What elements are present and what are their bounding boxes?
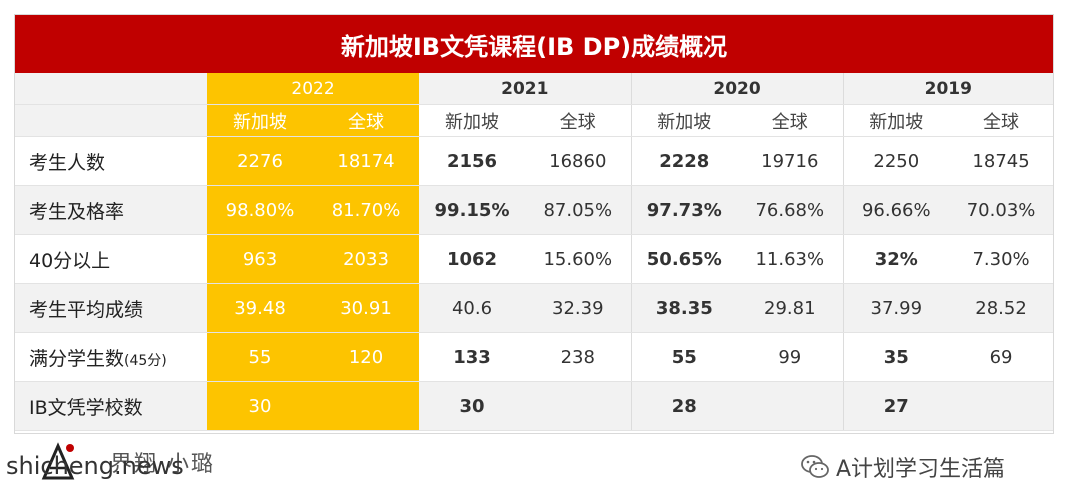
site-watermark: shicheng.news — [6, 452, 184, 480]
cell: 27 — [842, 381, 950, 431]
cell: 87.05% — [525, 185, 632, 235]
cell: 16860 — [525, 136, 632, 186]
cell: 1062 — [419, 234, 526, 284]
sub-sg: 新加坡 — [842, 104, 950, 137]
cell: 30 — [419, 381, 526, 431]
row-label: 满分学生数(45分) — [15, 332, 207, 382]
logo-mark-icon — [41, 442, 75, 480]
sub-global: 全球 — [313, 104, 420, 137]
cell: 99 — [737, 332, 844, 382]
year-header-2019: 2019 — [842, 73, 1054, 105]
cell: 28 — [630, 381, 738, 431]
year-header-2020: 2020 — [630, 73, 844, 105]
table-row: 考生人数 2276 18174 2156 16860 2228 19716 22… — [15, 136, 1054, 186]
cell — [525, 381, 632, 431]
brand-logo: 界翔·小璐 — [40, 440, 230, 484]
cell: 28.52 — [949, 283, 1054, 333]
row-label: 考生及格率 — [15, 185, 207, 235]
cell: 40.6 — [419, 283, 526, 333]
cell: 2228 — [630, 136, 738, 186]
cell: 30 — [207, 381, 313, 431]
row-label-suffix: (45分) — [124, 352, 167, 369]
table-row: 考生及格率 98.80% 81.70% 99.15% 87.05% 97.73%… — [15, 185, 1054, 235]
cell: 50.65% — [630, 234, 738, 284]
row-label: 考生人数 — [15, 136, 207, 186]
cell: 32.39 — [525, 283, 632, 333]
corner-cell — [15, 73, 207, 105]
cell: 18174 — [313, 136, 420, 186]
cell: 70.03% — [949, 185, 1054, 235]
row-label-main: 满分学生数 — [29, 347, 125, 370]
table-row: 满分学生数(45分) 55 120 133 238 55 99 35 69 — [15, 332, 1054, 382]
brand-text: 界翔·小璐 — [110, 452, 215, 477]
row-label: 考生平均成绩 — [15, 283, 207, 333]
sub-sg: 新加坡 — [419, 104, 526, 137]
cell: 55 — [207, 332, 313, 382]
cell: 38.35 — [630, 283, 738, 333]
cell: 97.73% — [630, 185, 738, 235]
sub-global: 全球 — [525, 104, 632, 137]
subheader-row: 新加坡 全球 新加坡 全球 新加坡 全球 新加坡 全球 — [15, 104, 1054, 137]
wechat-account: A计划学习生活篇 — [800, 452, 1005, 482]
cell: 238 — [525, 332, 632, 382]
cell: 120 — [313, 332, 420, 382]
table-row: 40分以上 963 2033 1062 15.60% 50.65% 11.63%… — [15, 234, 1054, 284]
table-row: IB文凭学校数 30 30 28 27 — [15, 381, 1054, 431]
cell: 96.66% — [842, 185, 950, 235]
cell: 2033 — [313, 234, 420, 284]
cell: 39.48 — [207, 283, 313, 333]
cell: 29.81 — [737, 283, 844, 333]
sub-sg: 新加坡 — [630, 104, 738, 137]
wechat-account-name: A计划学习生活篇 — [836, 457, 1006, 482]
cell: 133 — [419, 332, 526, 382]
table-title: 新加坡IB文凭课程(IB DP)成绩概况 — [15, 15, 1053, 73]
results-table: 2022 2021 2020 2019 新加坡 全球 新加坡 全球 新加坡 全球… — [15, 73, 1054, 431]
corner-cell-sub — [15, 104, 207, 137]
cell: 7.30% — [949, 234, 1054, 284]
cell: 81.70% — [313, 185, 420, 235]
year-header-2021: 2021 — [419, 73, 632, 105]
cell: 15.60% — [525, 234, 632, 284]
year-header-2022: 2022 — [207, 73, 420, 105]
cell: 19716 — [737, 136, 844, 186]
sub-sg: 新加坡 — [207, 104, 313, 137]
cell — [737, 381, 844, 431]
sub-global: 全球 — [737, 104, 844, 137]
sub-global: 全球 — [949, 104, 1054, 137]
cell: 76.68% — [737, 185, 844, 235]
cell: 18745 — [949, 136, 1054, 186]
results-table-frame: 新加坡IB文凭课程(IB DP)成绩概况 2022 2021 2020 2019… — [14, 14, 1054, 434]
cell: 69 — [949, 332, 1054, 382]
cell — [949, 381, 1054, 431]
row-label: 40分以上 — [15, 234, 207, 284]
wechat-icon — [801, 455, 829, 478]
cell: 98.80% — [207, 185, 313, 235]
cell: 963 — [207, 234, 313, 284]
cell: 32% — [842, 234, 950, 284]
row-label: IB文凭学校数 — [15, 381, 207, 431]
cell: 2156 — [419, 136, 526, 186]
cell: 35 — [842, 332, 950, 382]
cell: 30.91 — [313, 283, 420, 333]
cell: 11.63% — [737, 234, 844, 284]
cell — [313, 381, 420, 431]
cell: 99.15% — [419, 185, 526, 235]
table-row: 考生平均成绩 39.48 30.91 40.6 32.39 38.35 29.8… — [15, 283, 1054, 333]
cell: 2250 — [842, 136, 950, 186]
cell: 37.99 — [842, 283, 950, 333]
cell: 55 — [630, 332, 738, 382]
cell: 2276 — [207, 136, 313, 186]
year-header-row: 2022 2021 2020 2019 — [15, 73, 1054, 105]
